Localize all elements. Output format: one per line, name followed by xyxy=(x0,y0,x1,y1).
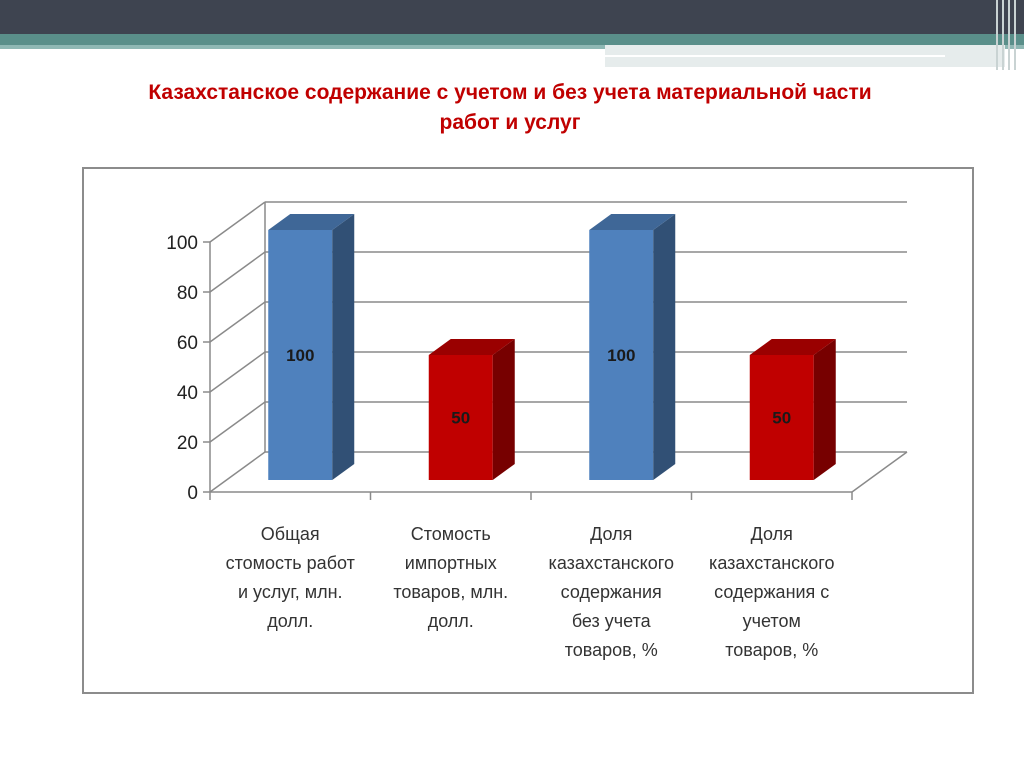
category-label-0-line-0: Общая xyxy=(261,524,320,544)
y-tick-label-0: 0 xyxy=(187,483,198,504)
category-label-0: Общая стомость работ и услуг, млн. долл. xyxy=(226,524,355,631)
category-label-3-line-1: казахстанского xyxy=(709,553,834,573)
category-label-1-line-3: долл. xyxy=(428,611,474,631)
bar-2-side xyxy=(653,214,676,480)
floor-right-edge xyxy=(851,451,908,493)
slide-title-line1: Казахстанское содержание с учетом и без … xyxy=(148,81,872,104)
category-label-3: Доля казахстанского содержания с учетом това… xyxy=(709,524,834,660)
bar-2-data-label: 100 xyxy=(607,346,635,365)
side-gridline-20 xyxy=(209,401,266,443)
category-label-3-line-0: Доля xyxy=(751,524,793,544)
bar-0-side xyxy=(332,214,355,480)
bar-2-top xyxy=(589,214,676,230)
y-tick-label-100: 100 xyxy=(166,233,198,254)
bar-0-data-label: 100 xyxy=(286,346,314,365)
bar-3-side xyxy=(813,339,836,480)
category-label-1-line-1: импортных xyxy=(405,553,497,573)
header-light-line xyxy=(605,55,945,57)
category-label-3-line-3: учетом xyxy=(743,611,801,631)
category-label-3-line-4: товаров, % xyxy=(725,640,818,660)
category-label-2-line-1: казахстанского xyxy=(549,553,674,573)
side-gridline-100 xyxy=(209,201,266,243)
slide-title: Казахстанское содержание с учетом и без … xyxy=(40,78,980,138)
side-gridline-80 xyxy=(209,251,266,293)
bar-3-front xyxy=(749,355,814,480)
y-tick-label-40: 40 xyxy=(177,383,198,404)
header-dark-band xyxy=(0,0,1024,34)
slide-title-line2: работ и услуг xyxy=(439,111,581,134)
category-label-3-line-2: содержания с xyxy=(714,582,829,602)
y-tick-label-60: 60 xyxy=(177,333,198,354)
bar-1-data-label: 50 xyxy=(451,409,470,428)
category-label-2-line-2: содержания xyxy=(561,582,662,602)
bar-1-front xyxy=(428,355,493,480)
category-label-1: Стомость импортных товаров, млн. долл. xyxy=(393,524,508,631)
category-label-2-line-0: Доля xyxy=(590,524,632,544)
bar-3-data-label: 50 xyxy=(772,409,791,428)
header-edge-lines xyxy=(996,0,1018,70)
category-label-0-line-2: и услуг, млн. xyxy=(238,582,343,602)
bar-0-front xyxy=(268,230,333,480)
category-label-2: Доля казахстанского содержания без учета тов… xyxy=(549,524,674,660)
category-label-2-line-4: товаров, % xyxy=(565,640,658,660)
side-gridline-60 xyxy=(209,301,266,343)
category-label-1-line-2: товаров, млн. xyxy=(393,582,508,602)
bar-1-side xyxy=(492,339,515,480)
y-tick-label-20: 20 xyxy=(177,433,198,454)
header-teal-stripe xyxy=(0,45,1024,49)
y-tick-label-80: 80 xyxy=(177,283,198,304)
bar-2-front xyxy=(589,230,654,480)
bar-1-top xyxy=(428,339,515,355)
side-gridline-0 xyxy=(209,451,266,493)
bar-3-top xyxy=(749,339,836,355)
side-gridline-40 xyxy=(209,351,266,393)
category-label-0-line-3: долл. xyxy=(267,611,313,631)
category-label-1-line-0: Стомость xyxy=(411,524,491,544)
category-label-0-line-1: стомость работ xyxy=(226,553,355,573)
bar-0-top xyxy=(268,214,355,230)
header-teal-band xyxy=(0,34,1024,45)
category-label-2-line-3: без учета xyxy=(572,611,652,631)
